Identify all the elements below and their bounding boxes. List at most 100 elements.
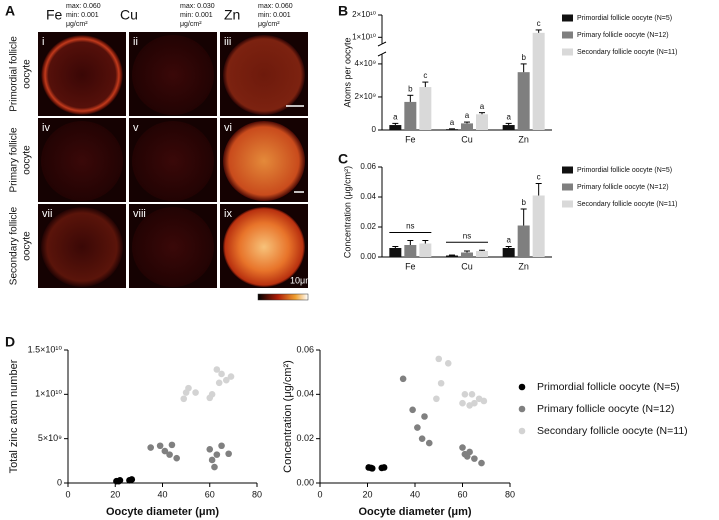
bar [446,255,458,257]
min-label: min: 0.001 [258,12,291,19]
y-tick-label: 0 [57,477,62,487]
point [215,379,223,387]
legend-swatch [518,427,526,435]
x-tick-label: 20 [110,489,120,499]
significance-label: c [537,173,541,182]
max-label: max: 0.060 [258,3,293,10]
x-tick-label: Fe [405,261,416,271]
bar [461,123,473,130]
point [173,454,180,462]
bar [389,248,402,257]
point [466,448,473,456]
legend-swatch [562,200,573,208]
point [409,406,416,414]
y-tick-label: 1×10¹⁰ [352,32,376,41]
point [185,384,192,392]
point [218,370,225,378]
point [213,451,221,458]
legend-swatch [562,48,573,56]
tile-label: viii [133,208,146,220]
oocyte-image [41,207,123,287]
bar [461,252,473,257]
x-axis-title: Oocyte diameter (μm) [358,506,471,518]
point [471,455,478,462]
legend-swatch [562,166,573,174]
x-tick-label: Cu [461,261,473,271]
significance-label: c [537,19,541,28]
point [459,399,466,407]
row-label: oocyte [22,145,33,175]
legend-label: Primary follicle oocyte (N=12) [577,184,669,191]
row-label: oocyte [22,231,33,261]
scale-bar-label: 10μm [290,275,313,285]
point [399,375,407,383]
y-axis-title: Concentration (μg/cm²) [282,360,294,473]
significance-label: a [506,236,511,245]
color-bar [257,293,309,301]
legend-label: Primordial follicle oocyte (N=5) [537,381,680,393]
min-label: min: 0.001 [66,12,99,19]
significance-label: a [506,113,511,122]
row-labels: Primordial follicle oocyte Primary folli… [9,36,33,285]
y-tick-label: 0.00 [360,252,376,261]
significance-label: b [521,198,526,207]
point [180,395,188,403]
point [459,444,466,451]
point [368,465,376,472]
oocyte-image [132,207,214,287]
point [161,447,169,455]
column-header: Fe [46,7,63,23]
bar [419,243,432,257]
tile-label: iii [224,36,231,48]
panel-label: D [5,334,15,350]
oocyte-image [41,121,123,201]
point [147,444,154,451]
tile-label: ix [224,208,232,220]
min-label: min: 0.001 [180,12,213,19]
x-tick-label: Zn [518,261,529,271]
bar [476,251,488,257]
point [208,391,216,398]
bar [389,125,402,130]
max-label: max: 0.030 [180,3,215,10]
bar [502,248,515,257]
group-label: ns [406,222,414,231]
point [168,441,176,449]
tile-label: iv [42,122,50,134]
panel-label: C [338,151,348,167]
y-tick-label: 0.06 [360,162,376,171]
significance-label: a [480,102,485,111]
oocyte-image [223,207,305,287]
unit-label: μg/cm² [66,21,88,28]
y-tick-label: 2×10¹⁰ [352,10,376,19]
legend-swatch [518,405,526,413]
y-tick-label: 0.02 [360,222,376,231]
y-axis-title: Atoms per oocyte [342,37,352,107]
legend-label: Primary follicle oocyte (N=12) [577,32,669,39]
x-tick-label: 20 [362,489,372,499]
axis-break [377,41,387,47]
point [166,451,173,458]
row-label: Primary follicle [9,127,20,192]
bar [532,195,545,257]
point [444,360,452,367]
y-tick-label: 0.02 [296,433,314,443]
y-axis-title: Total zinc atom number [8,359,20,473]
significance-label: a [393,113,398,122]
point [471,399,478,407]
point [478,459,485,467]
x-tick-label: 60 [205,489,215,499]
point [480,397,488,405]
bar [404,101,417,130]
point [414,424,421,431]
legend-label: Secondary follicle oocyte (N=11) [537,425,688,437]
bar [532,32,545,130]
group-label: ns [463,231,471,240]
bar [476,114,488,130]
image-panel: A Fe max: 0.060 min: 0.001 μg/cm² Cu max… [5,3,313,301]
column-header: Cu [120,7,138,23]
y-tick-label: 0.04 [360,192,376,201]
legend-label: Secondary follicle oocyte (N=11) [577,49,677,56]
unit-label: μg/cm² [180,21,202,28]
